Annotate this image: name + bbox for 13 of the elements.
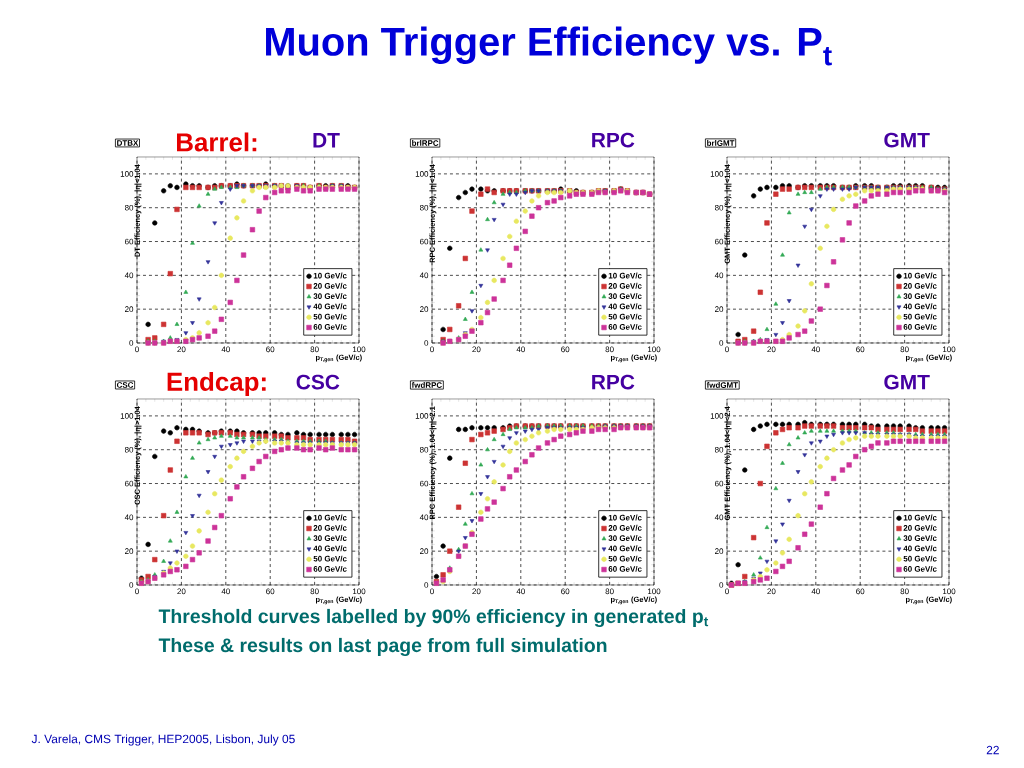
text: J. Varela, CMS Trigger, HEP2005, Lisbon, July 05 [31, 734, 295, 746]
text: Muon Trigger Efficiency vs. P$_{t}$ [266, 26, 832, 66]
chart-title: CSC [296, 374, 340, 390]
text: Threshold curves labelled by 90% efficiency in generated p$_{t}$ [158, 608, 709, 628]
text: Barrel: [176, 132, 257, 152]
chart-title: RPC [592, 374, 635, 390]
text: These & results on last page from full simulation [158, 637, 607, 657]
chart-title: RPC [592, 132, 635, 148]
text: Endcap: [167, 371, 266, 397]
chart-title: GMT [884, 132, 930, 148]
chart-title: GMT [884, 374, 930, 390]
chart-title: DT [313, 133, 340, 148]
text: 22 [986, 745, 999, 755]
